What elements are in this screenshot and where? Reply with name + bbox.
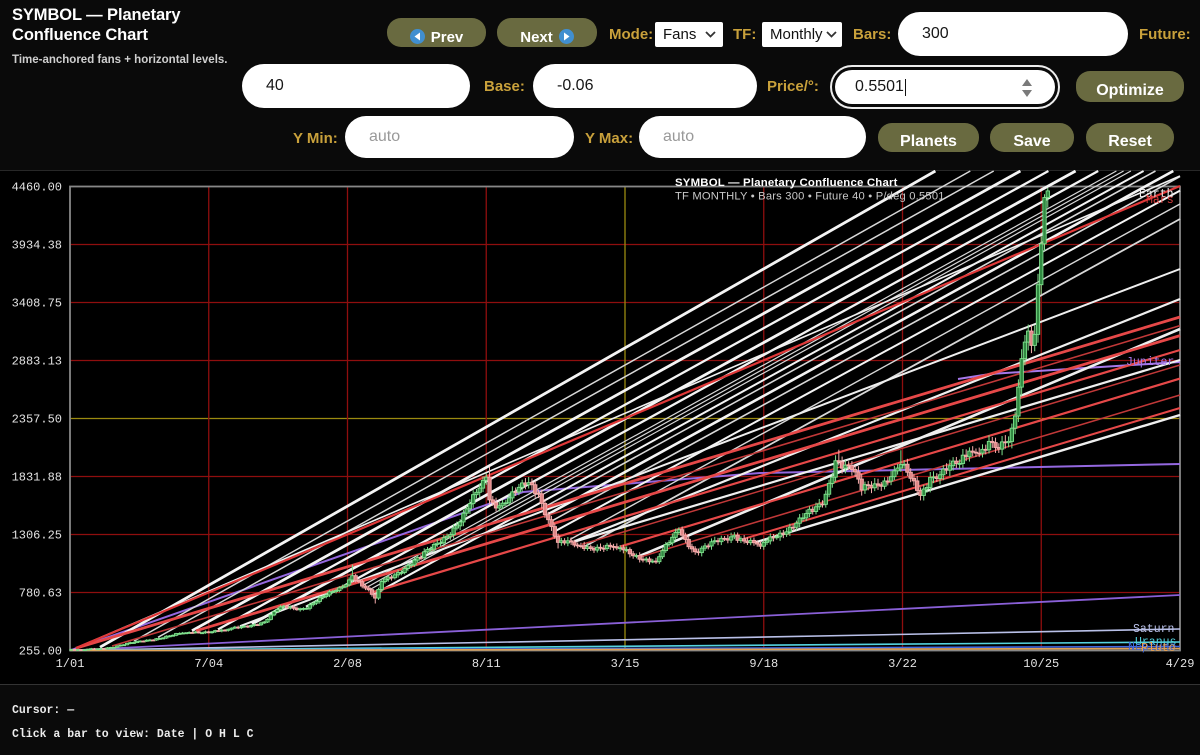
svg-text:10/25: 10/25 <box>1023 657 1059 671</box>
svg-text:255.00: 255.00 <box>19 645 62 659</box>
svg-text:2883.13: 2883.13 <box>12 355 62 369</box>
svg-text:SYMBOL — Planetary Confluence: SYMBOL — Planetary Confluence Chart <box>675 177 898 189</box>
svg-text:2357.50: 2357.50 <box>12 413 62 427</box>
svg-text:7/04: 7/04 <box>194 657 223 671</box>
svg-text:8/11: 8/11 <box>472 657 501 671</box>
svg-text:1831.88: 1831.88 <box>12 471 62 485</box>
svg-text:4/29: 4/29 <box>1166 657 1195 671</box>
svg-text:Jupiter: Jupiter <box>1126 356 1174 369</box>
svg-text:Uranus: Uranus <box>1135 636 1176 649</box>
svg-text:4460.00: 4460.00 <box>12 181 62 195</box>
svg-text:3408.75: 3408.75 <box>12 297 62 311</box>
svg-text:1/01: 1/01 <box>56 657 85 671</box>
svg-text:3/15: 3/15 <box>611 657 640 671</box>
svg-text:2/08: 2/08 <box>333 657 362 671</box>
svg-text:Mars: Mars <box>1146 194 1174 207</box>
svg-text:3/22: 3/22 <box>888 657 917 671</box>
svg-text:Pluto: Pluto <box>1141 642 1176 655</box>
svg-text:Neptune: Neptune <box>1128 641 1176 654</box>
svg-text:Saturn: Saturn <box>1133 623 1174 636</box>
svg-text:Earth: Earth <box>1139 188 1174 201</box>
svg-text:TF MONTHLY • Bars 300 • Future: TF MONTHLY • Bars 300 • Future 40 • P/de… <box>675 191 945 203</box>
svg-text:3934.38: 3934.38 <box>12 239 62 253</box>
svg-text:9/18: 9/18 <box>749 657 778 671</box>
svg-text:780.63: 780.63 <box>19 587 62 601</box>
svg-text:1306.25: 1306.25 <box>12 529 62 543</box>
